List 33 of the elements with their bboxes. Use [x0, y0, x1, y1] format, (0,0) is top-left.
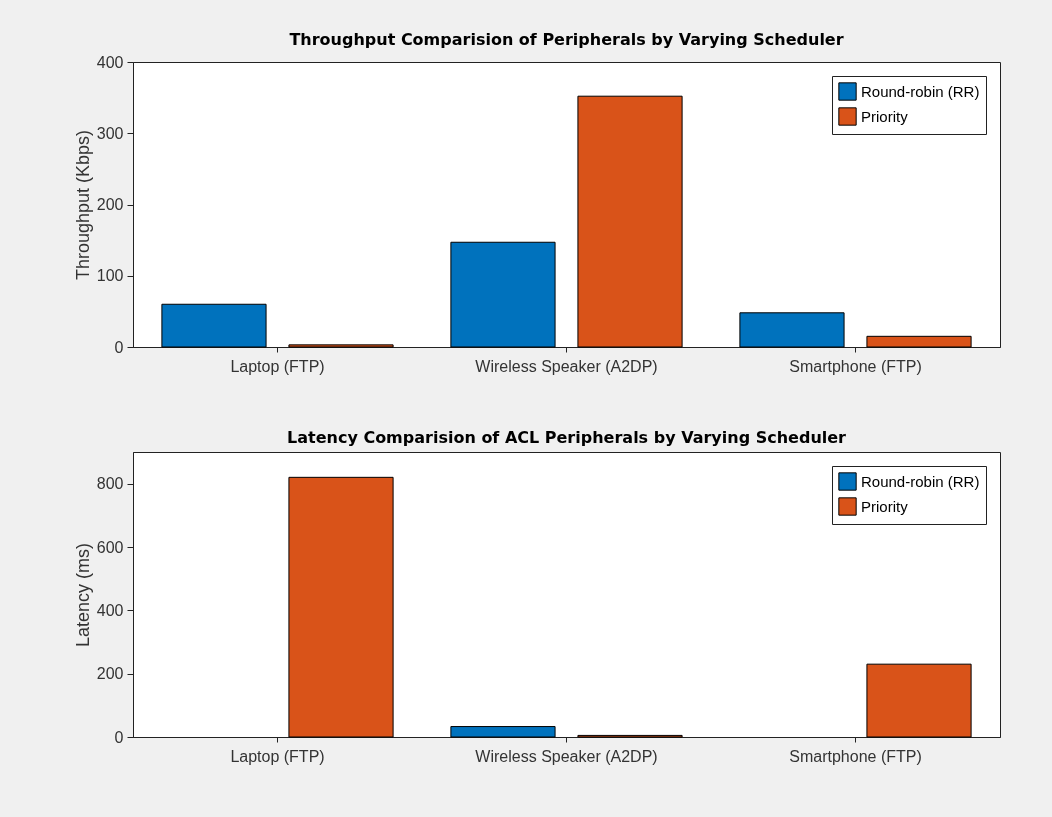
y-axis-title: Throughput (Kbps) — [72, 129, 93, 281]
bar — [450, 241, 556, 348]
bar — [866, 335, 972, 348]
x-tick-label: Wireless Speaker (A2DP) — [475, 747, 658, 765]
bar — [577, 95, 683, 348]
y-tick-label: 800 — [96, 475, 124, 493]
legend-label: Round-robin (RR) — [861, 472, 980, 490]
y-axis-title: Latency (ms) — [72, 542, 93, 648]
bar — [288, 344, 394, 348]
bar — [739, 312, 845, 348]
chart-title: Latency Comparision of ACL Peripherals by Varying Scheduler — [287, 428, 847, 447]
y-tick-label: 100 — [96, 267, 124, 285]
y-tick-label: 0 — [114, 728, 124, 746]
y-tick-label: 600 — [96, 538, 124, 556]
x-tick-label: Laptop (FTP) — [230, 747, 325, 765]
bar — [161, 303, 267, 348]
bar — [866, 663, 972, 738]
x-tick-label: Smartphone (FTP) — [789, 357, 922, 375]
y-tick-label: 0 — [114, 338, 124, 356]
legend-label: Priority — [861, 107, 909, 125]
y-tick-label: 400 — [96, 53, 124, 71]
bar — [288, 476, 394, 738]
x-tick-label: Wireless Speaker (A2DP) — [475, 357, 658, 375]
x-tick-label: Laptop (FTP) — [230, 357, 325, 375]
legend-label: Priority — [861, 497, 909, 515]
y-tick-label: 400 — [96, 601, 124, 619]
x-tick-label: Smartphone (FTP) — [789, 747, 922, 765]
y-tick-label: 200 — [96, 665, 124, 683]
y-tick-label: 200 — [96, 196, 124, 213]
chart-title: Throughput Comparision of Peripherals by Varying Scheduler — [289, 30, 844, 49]
y-tick-label: 300 — [96, 124, 124, 142]
bar — [450, 726, 556, 738]
legend-label: Round-robin (RR) — [861, 82, 980, 100]
